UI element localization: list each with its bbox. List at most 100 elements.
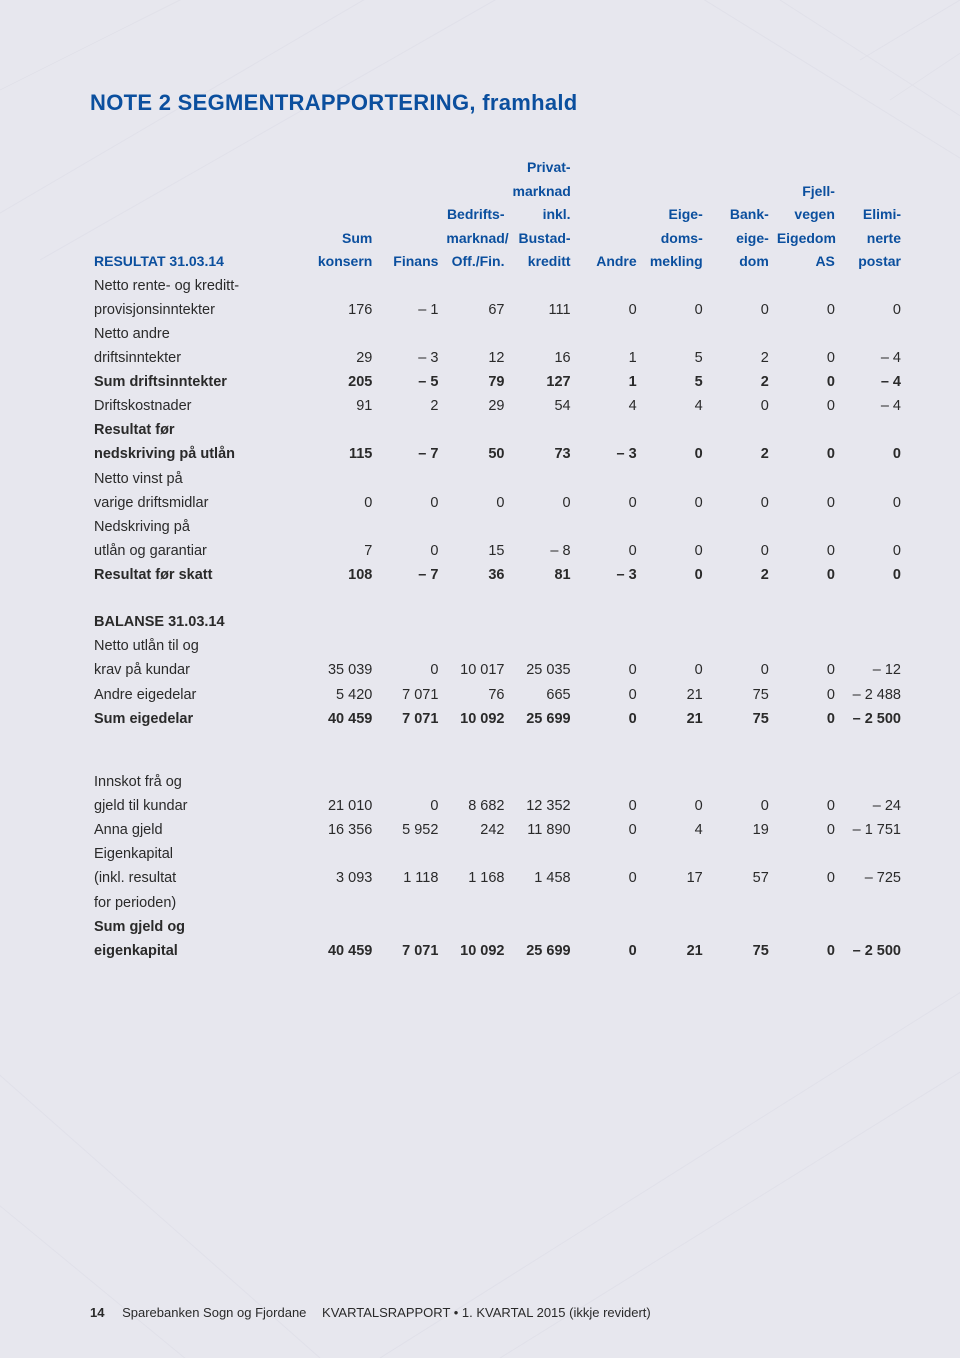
table-cell: 0: [839, 539, 905, 563]
table-cell: 0: [641, 539, 707, 563]
table-cell: 8 682: [442, 794, 508, 818]
table-cell: 54: [509, 394, 575, 418]
table-cell: – 8: [509, 539, 575, 563]
row-label: Driftskostnader: [90, 394, 310, 418]
row-label: Resultat før skatt: [90, 563, 310, 587]
table-cell: 0: [707, 658, 773, 682]
column-heading: dom: [707, 250, 773, 274]
table-cell: 0: [509, 491, 575, 515]
table-cell: 0: [641, 563, 707, 587]
table-cell: [773, 634, 839, 658]
table-cell: [839, 515, 905, 539]
table-cell: 25 699: [509, 939, 575, 963]
table-cell: – 24: [839, 794, 905, 818]
table-cell: – 2 488: [839, 683, 905, 707]
row-label: Anna gjeld: [90, 818, 310, 842]
column-heading: postar: [839, 250, 905, 274]
column-heading: Bustad-: [509, 227, 575, 251]
column-heading: [442, 156, 508, 180]
column-heading: Eige-: [641, 203, 707, 227]
row-label: provisjonsinntekter: [90, 298, 310, 322]
table-cell: 1 458: [509, 866, 575, 890]
table-cell: [509, 467, 575, 491]
column-heading: [773, 156, 839, 180]
table-cell: [575, 515, 641, 539]
table-cell: [376, 467, 442, 491]
table-cell: 0: [773, 683, 839, 707]
table-cell: [773, 915, 839, 939]
table-cell: [707, 418, 773, 442]
table-cell: 12 352: [509, 794, 575, 818]
table-cell: [839, 842, 905, 866]
column-heading: Bank-: [707, 203, 773, 227]
table-cell: [575, 274, 641, 298]
table-cell: 0: [575, 658, 641, 682]
column-heading: [575, 156, 641, 180]
column-heading: Bedrifts-: [442, 203, 508, 227]
table-cell: 0: [773, 346, 839, 370]
table-cell: [376, 915, 442, 939]
table-cell: 0: [773, 491, 839, 515]
table-cell: [641, 467, 707, 491]
footer-brand: Sparebanken Sogn og Fjordane: [122, 1305, 306, 1320]
column-heading: mekling: [641, 250, 707, 274]
table-cell: 176: [310, 298, 376, 322]
table-cell: – 4: [839, 394, 905, 418]
table-cell: [839, 467, 905, 491]
table-cell: 21: [641, 707, 707, 731]
table-cell: [641, 515, 707, 539]
table-cell: [442, 274, 508, 298]
table-cell: [509, 842, 575, 866]
table-cell: [641, 842, 707, 866]
table-cell: [310, 515, 376, 539]
row-header-heading: [90, 227, 310, 251]
table-cell: [575, 418, 641, 442]
table-cell: [641, 634, 707, 658]
table-cell: 5 952: [376, 818, 442, 842]
table-cell: 21: [641, 939, 707, 963]
table-cell: 0: [839, 442, 905, 466]
table-cell: 0: [773, 794, 839, 818]
table-cell: [509, 515, 575, 539]
table-cell: 7 071: [376, 683, 442, 707]
table-cell: 10 092: [442, 707, 508, 731]
table-cell: [707, 634, 773, 658]
column-heading: Fjell-: [773, 180, 839, 204]
table-cell: – 5: [376, 370, 442, 394]
column-heading: Privat-: [509, 156, 575, 180]
table-cell: 0: [641, 794, 707, 818]
table-cell: [773, 418, 839, 442]
table-cell: 91: [310, 394, 376, 418]
table-cell: – 725: [839, 866, 905, 890]
table-cell: 0: [773, 298, 839, 322]
table-cell: 75: [707, 683, 773, 707]
table-cell: – 2 500: [839, 707, 905, 731]
table-cell: [442, 634, 508, 658]
column-heading: kreditt: [509, 250, 575, 274]
column-heading: doms-: [641, 227, 707, 251]
table-cell: [641, 322, 707, 346]
table-cell: 0: [376, 794, 442, 818]
table-cell: [310, 274, 376, 298]
table-cell: – 7: [376, 563, 442, 587]
column-heading: [376, 227, 442, 251]
column-heading: [641, 156, 707, 180]
column-heading: [707, 180, 773, 204]
row-label: (inkl. resultat: [90, 866, 310, 890]
table-cell: 205: [310, 370, 376, 394]
column-heading: Off./Fin.: [442, 250, 508, 274]
table-cell: 0: [376, 658, 442, 682]
table-cell: 40 459: [310, 939, 376, 963]
table-cell: 29: [442, 394, 508, 418]
page-number: 14: [90, 1305, 104, 1320]
table-cell: [575, 634, 641, 658]
page-footer: 14 Sparebanken Sogn og Fjordane KVARTALS…: [90, 1305, 651, 1320]
table-cell: 242: [442, 818, 508, 842]
table-cell: [509, 322, 575, 346]
table-cell: [773, 891, 839, 915]
table-cell: – 7: [376, 442, 442, 466]
table-cell: 25 699: [509, 707, 575, 731]
row-header-heading: RESULTAT 31.03.14: [90, 250, 310, 274]
table-cell: 0: [773, 866, 839, 890]
row-header-heading: [90, 180, 310, 204]
